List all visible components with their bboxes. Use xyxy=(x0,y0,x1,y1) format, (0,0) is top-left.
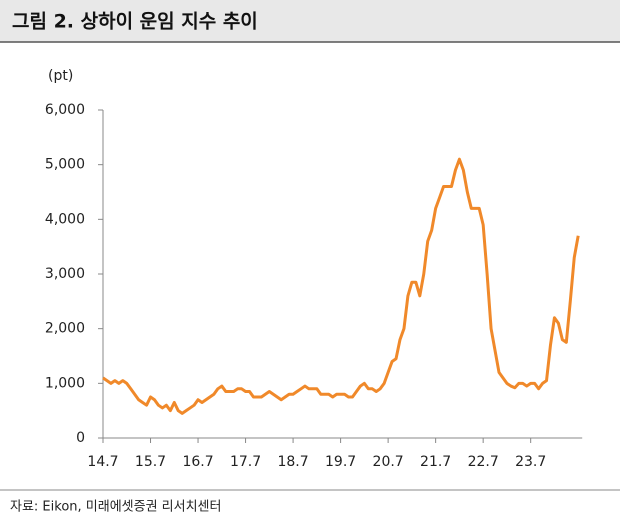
x-tick-label: 23.7 xyxy=(515,454,546,470)
y-unit: (pt) xyxy=(48,68,73,84)
chart-title: 그림 2. 상하이 운임 지수 추이 xyxy=(12,11,258,33)
x-tick-label: 16.7 xyxy=(182,454,213,470)
y-tick-label: 5,000 xyxy=(45,157,85,173)
x-tick-label: 20.7 xyxy=(373,454,404,470)
y-tick-label: 2,000 xyxy=(45,321,85,337)
y-tick-label: 3,000 xyxy=(45,266,85,282)
x-tick-label: 22.7 xyxy=(468,454,499,470)
y-tick-label: 0 xyxy=(76,430,85,446)
x-tick-label: 14.7 xyxy=(87,454,118,470)
x-tick-label: 17.7 xyxy=(230,454,261,470)
y-tick-label: 1,000 xyxy=(45,375,85,391)
y-tick-label: 4,000 xyxy=(45,211,85,227)
y-tick-label: 6,000 xyxy=(45,102,85,118)
title-bar xyxy=(0,0,620,42)
x-tick-label: 19.7 xyxy=(325,454,356,470)
line-series xyxy=(102,157,580,415)
x-tick-label: 15.7 xyxy=(135,454,166,470)
x-tick-label: 18.7 xyxy=(277,454,308,470)
x-tick-label: 21.7 xyxy=(420,454,451,470)
source: 자료: Eikon, 미래에셋증권 리서치센터 xyxy=(10,500,221,515)
